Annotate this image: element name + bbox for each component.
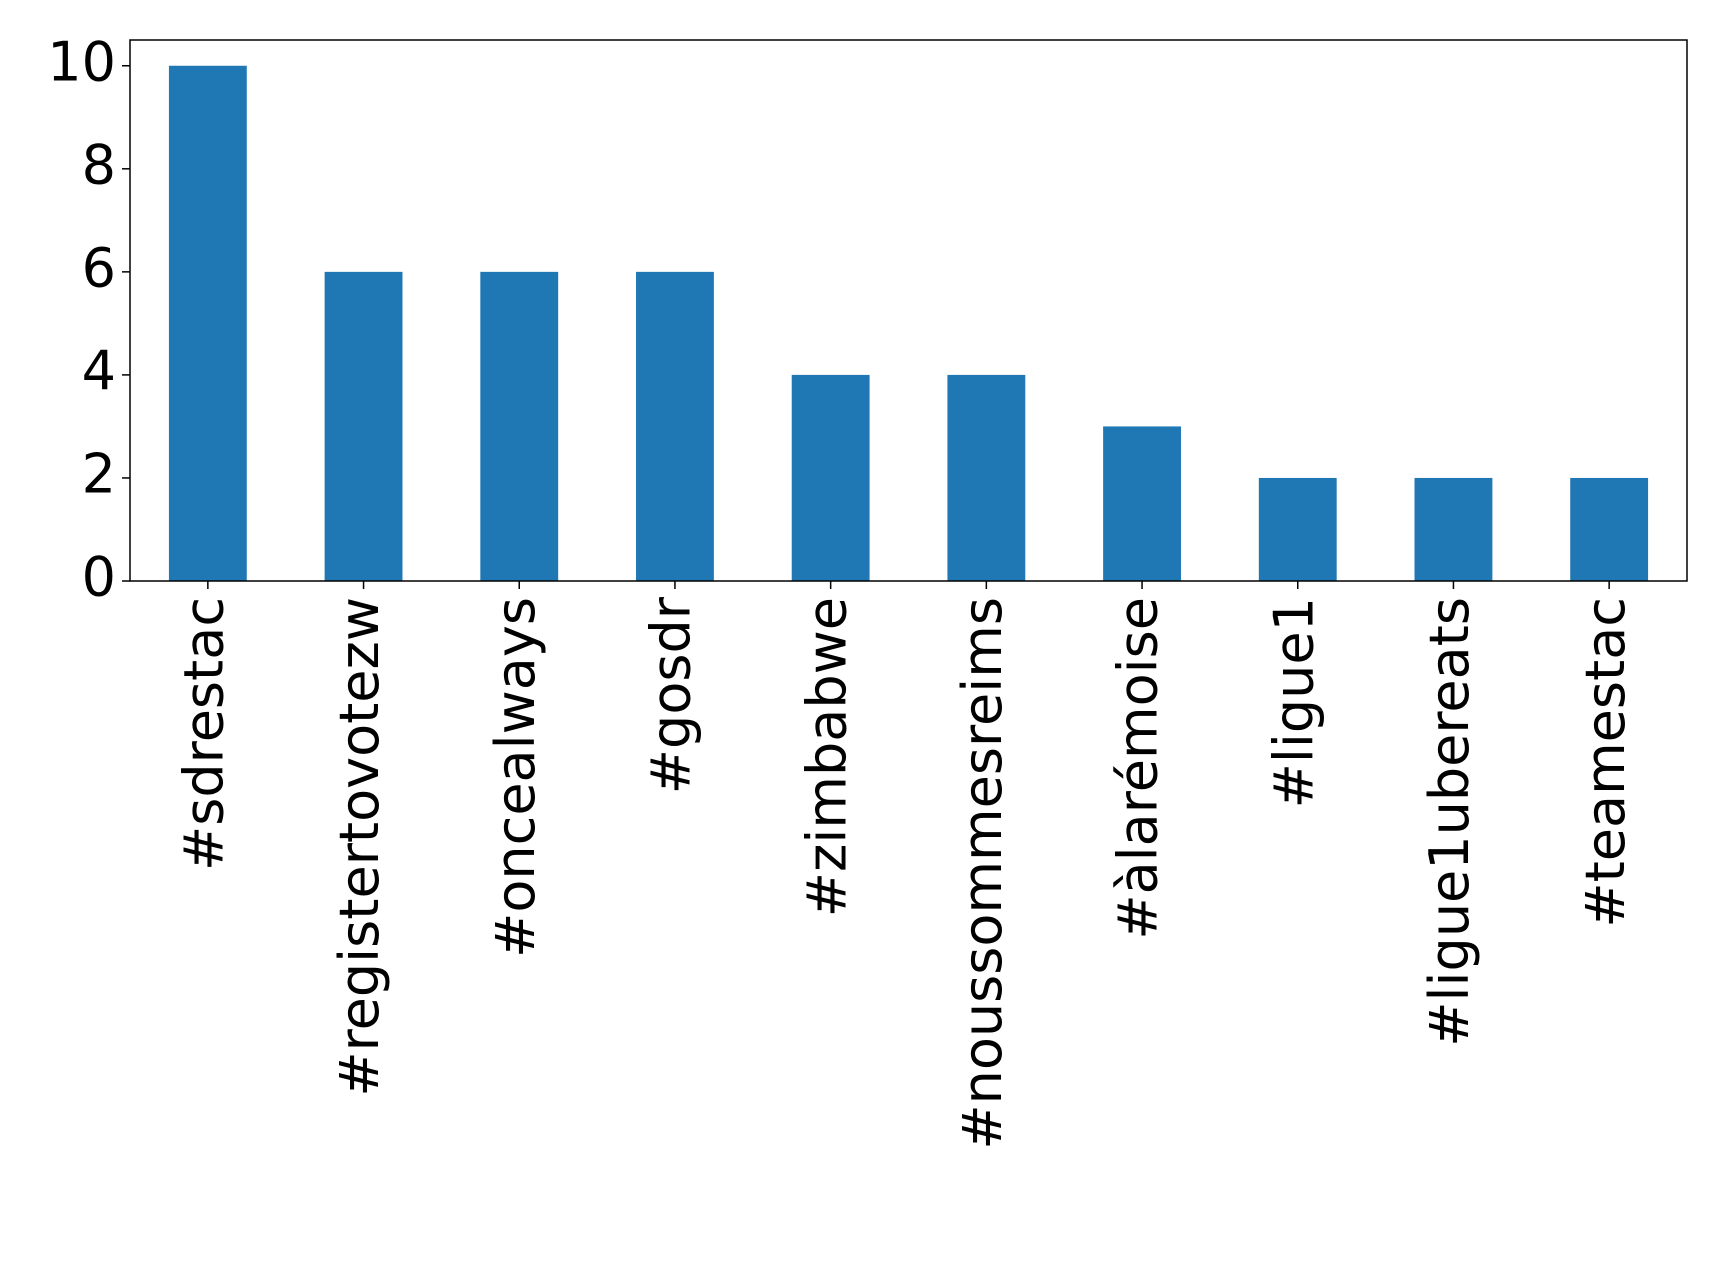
y-tick-label: 10 — [47, 30, 116, 93]
x-tick-label: #oncealways — [484, 597, 547, 958]
x-tick-label: #ligue1ubereats — [1418, 597, 1481, 1047]
bar — [947, 374, 1026, 581]
plot-frame — [129, 39, 1688, 582]
y-tick-label: 8 — [82, 133, 116, 196]
bar — [636, 271, 714, 581]
y-tick-label: 6 — [82, 236, 116, 299]
y-tick-label: 0 — [82, 546, 116, 609]
bar — [1414, 477, 1493, 581]
y-tick-label: 4 — [82, 340, 116, 403]
bar — [1103, 426, 1181, 581]
x-tick-label: #sdrestac — [172, 597, 235, 871]
x-tick-label: #àlarémoise — [1107, 597, 1170, 940]
bar — [324, 271, 403, 581]
bar — [1258, 477, 1337, 581]
x-tick-label: #registertovotezw — [328, 597, 391, 1097]
bar — [791, 374, 870, 581]
x-tick-label: #noussommesreims — [951, 597, 1014, 1150]
bar — [1570, 477, 1649, 581]
x-tick-label: #ligue1 — [1262, 597, 1325, 808]
bar — [480, 271, 559, 581]
x-tick-label: #teamestac — [1574, 597, 1637, 928]
x-tick-label: #zimbabwe — [795, 597, 858, 917]
y-tick-label: 2 — [82, 443, 116, 506]
x-tick-label: #gosdr — [640, 596, 703, 794]
bar — [168, 65, 247, 581]
